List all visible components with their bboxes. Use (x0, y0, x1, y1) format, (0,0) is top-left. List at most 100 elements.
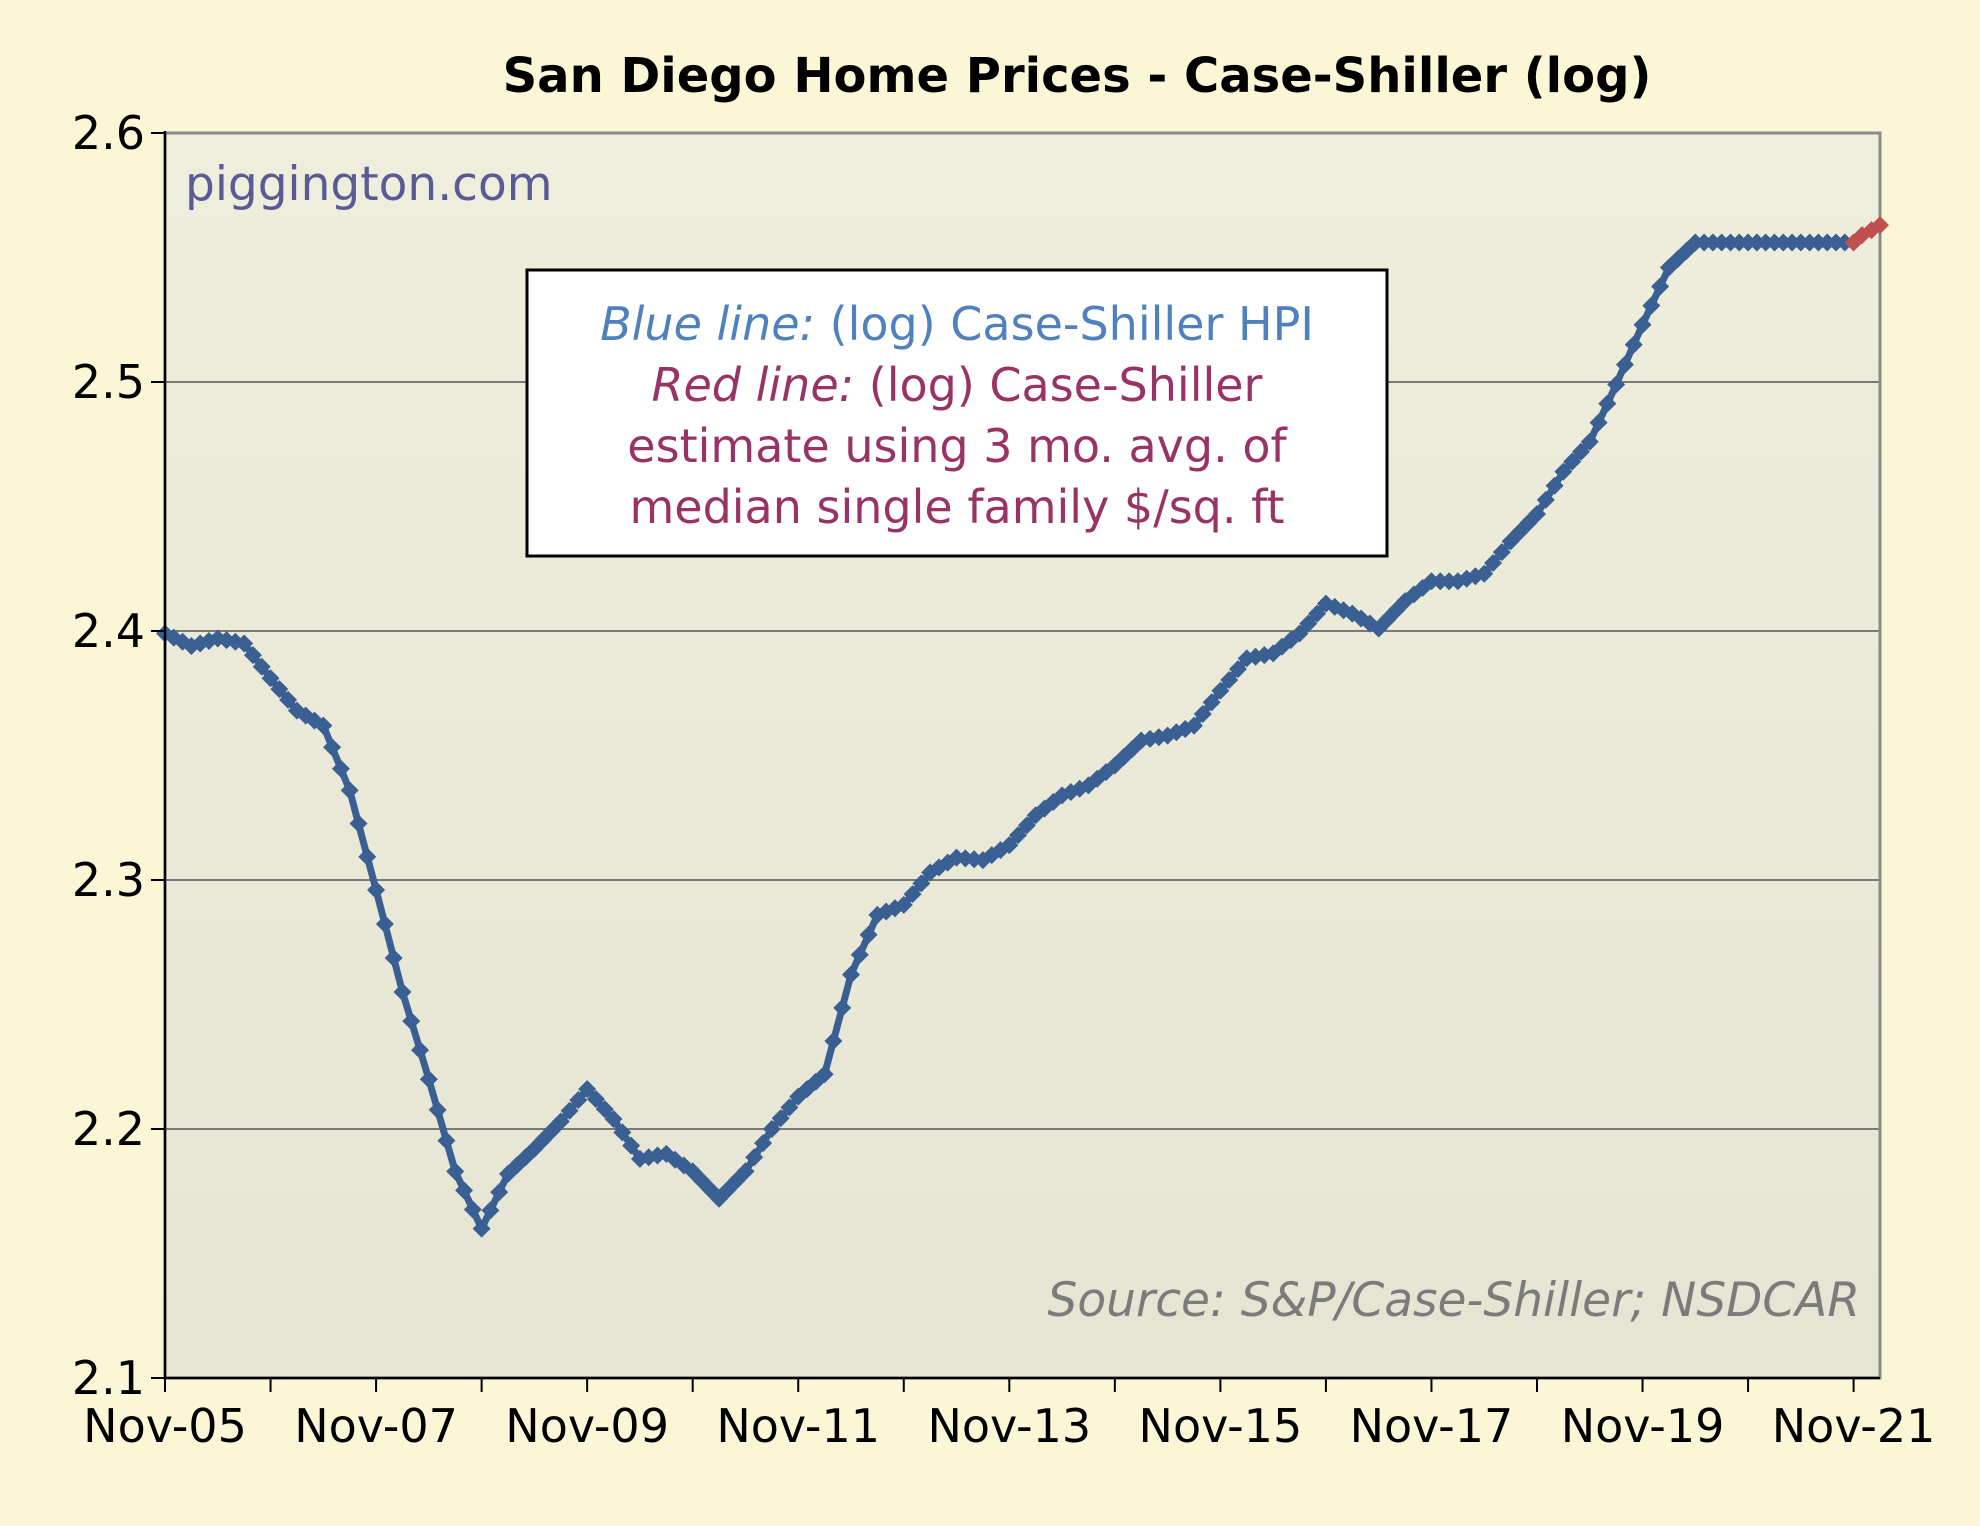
blue-series-marker (1211, 681, 1230, 700)
blue-series-marker (1536, 490, 1555, 509)
blue-series-marker (455, 1181, 474, 1200)
y-tick-label: 2.5 (72, 355, 145, 409)
legend-line-2: Red line: (log) Case-Shiller (652, 358, 1263, 412)
blue-series-marker (824, 1032, 843, 1051)
blue-series-marker (349, 814, 368, 833)
blue-series-marker (780, 1098, 799, 1117)
blue-series-marker (859, 925, 878, 944)
y-tick-label: 2.6 (72, 106, 145, 160)
red-series-marker (1871, 216, 1889, 235)
blue-series-marker (1615, 355, 1634, 374)
blue-series-marker (1528, 504, 1546, 523)
blue-series-marker (1580, 432, 1599, 451)
blue-series-marker (771, 1109, 790, 1128)
blue-series-marker (586, 1090, 605, 1109)
blue-series-marker (1651, 277, 1670, 296)
blue-series-marker (235, 634, 254, 653)
x-tick-label: Nov-11 (716, 1399, 880, 1453)
blue-series-marker (1492, 543, 1511, 562)
legend-frame (525, 268, 1389, 558)
blue-series-marker (903, 885, 922, 904)
blue-series-marker (1000, 836, 1019, 855)
red-series (1844, 216, 1889, 252)
blue-series-marker (279, 690, 298, 709)
blue-series-marker (850, 945, 869, 964)
legend-blue-text: (log) Case-Shiller HPI (815, 297, 1314, 351)
legend-blue-label: Blue line: (600, 297, 815, 351)
blue-series-marker (745, 1148, 764, 1167)
y-tick-label: 2.1 (72, 1351, 145, 1405)
blue-series-marker (1308, 604, 1327, 623)
blue-series-marker (270, 680, 289, 699)
x-tick-label: Nov-13 (927, 1399, 1091, 1453)
blue-series-marker (1290, 624, 1309, 643)
x-tick-label: Nov-09 (505, 1399, 669, 1453)
blue-series-marker (1202, 693, 1221, 712)
x-tick-label: Nov-05 (83, 1399, 247, 1453)
x-tick-label: Nov-19 (1561, 1399, 1725, 1453)
blue-series-marker (604, 1110, 623, 1129)
y-tick-label: 2.3 (72, 853, 145, 907)
blue-series-marker (1642, 296, 1661, 315)
legend-red-label: Red line: (652, 358, 855, 412)
blue-series-marker (560, 1101, 579, 1120)
blue-series-marker (1017, 816, 1036, 835)
blue-series-marker (340, 781, 359, 800)
blue-series-marker (367, 880, 386, 899)
blue-series-marker (1475, 564, 1494, 583)
blue-series-marker (833, 998, 852, 1017)
blue-series-marker (1545, 476, 1564, 495)
blue-series-marker (1299, 614, 1318, 633)
blue-series-marker (1484, 553, 1503, 572)
blue-series-marker (481, 1201, 500, 1220)
blue-series-marker (569, 1090, 588, 1109)
blue-series-marker (1571, 442, 1590, 461)
blue-series-marker (754, 1134, 773, 1153)
blue-series-marker (243, 646, 262, 665)
blue-series-marker (595, 1100, 614, 1119)
x-tick-label: Nov-17 (1350, 1399, 1514, 1453)
blue-series-marker (1220, 670, 1239, 689)
blue-series-marker (815, 1065, 834, 1084)
blue-series-marker (762, 1120, 781, 1138)
blue-series-marker (261, 669, 280, 688)
blue-series-marker (393, 983, 412, 1002)
blue-series-marker (463, 1200, 482, 1219)
legend-line-1: Blue line: (log) Case-Shiller HPI (600, 297, 1314, 351)
blue-series-marker (1589, 413, 1608, 432)
blue-series-marker (446, 1162, 465, 1181)
blue-series-marker (358, 847, 377, 866)
blue-series-marker (1598, 394, 1617, 413)
blue-series-marker (613, 1123, 632, 1142)
source-text: Source: S&P/Case-Shiller; NSDCAR (1048, 1273, 1861, 1328)
blue-series-marker (1633, 315, 1652, 334)
legend-line-3: estimate using 3 mo. avg. of (627, 419, 1288, 473)
blue-series (156, 233, 1854, 1238)
blue-series-marker (490, 1183, 509, 1202)
blue-series-marker (472, 1219, 491, 1238)
blue-series-marker (419, 1070, 438, 1089)
watermark-text: piggington.com (185, 157, 553, 212)
blue-series-marker (375, 914, 394, 933)
blue-series-marker (402, 1012, 421, 1031)
blue-series-marker (1228, 660, 1247, 679)
legend-red-text: (log) Case-Shiller (854, 358, 1262, 412)
blue-series-marker (842, 965, 860, 984)
blue-series-marker (384, 949, 403, 968)
blue-series-marker (551, 1112, 570, 1131)
blue-series-marker (1624, 335, 1643, 354)
blue-series-marker (331, 759, 350, 778)
x-tick-label: Nov-21 (1772, 1399, 1936, 1453)
blue-series-marker (1185, 716, 1203, 735)
y-tick-label: 2.4 (72, 604, 145, 658)
blue-series-marker (1607, 375, 1626, 394)
legend-box: Blue line: (log) Case-Shiller HPI Red li… (525, 268, 1389, 558)
legend-line-4: median single family $/sq. ft (629, 480, 1284, 534)
blue-series-marker (1554, 462, 1573, 481)
blue-series-marker (252, 657, 271, 676)
chart-title: San Diego Home Prices - Case-Shiller (lo… (503, 48, 1652, 104)
blue-series-marker (437, 1131, 456, 1150)
blue-series-marker (323, 738, 342, 757)
